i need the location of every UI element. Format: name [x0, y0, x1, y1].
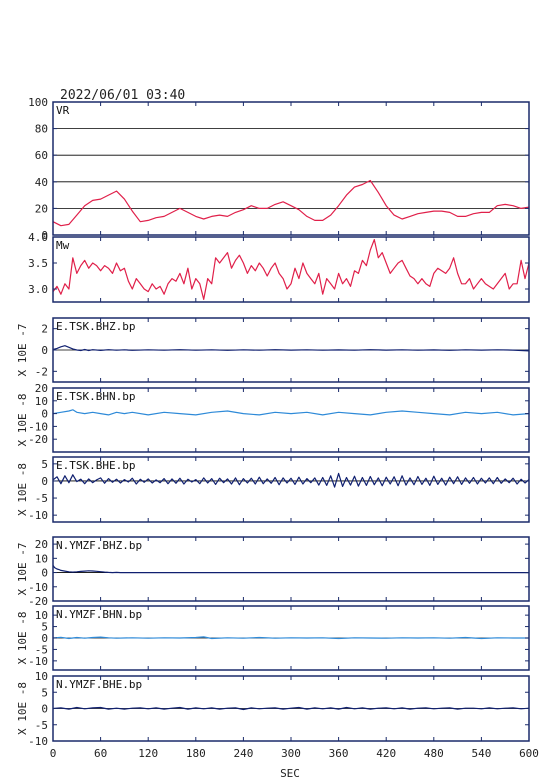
panel-label: N.YMZF.BHE.bp [56, 678, 142, 691]
x-tick-label: 480 [424, 747, 444, 760]
panel-n-ymzf-bhe: 10 5 0 -5 -10 N.YMZF.BHE.bp X 10E -8 [16, 670, 530, 748]
y-tick-label: 20 [35, 382, 48, 395]
figure-datetime: 2022/06/01 03:40 [60, 88, 185, 103]
y-tick-label: -10 [28, 655, 48, 668]
panel-vr: 100 80 60 40 20 0 VR [28, 96, 530, 242]
panel-e-tsk-bhz: 2 0 -2 E.TSK.BHZ.bp X 10E -7 [16, 317, 530, 383]
y-tick-label: 3.5 [28, 257, 48, 270]
y-tick-label: 10 [35, 670, 48, 683]
y-axis-label: X 10E -8 [16, 394, 29, 447]
panel-label: VR [56, 104, 70, 117]
series-line-mw [52, 239, 530, 300]
y-tick-label: -10 [28, 420, 48, 433]
series-line-vr [52, 179, 530, 227]
x-tick-label: 420 [376, 747, 396, 760]
y-tick-label: -10 [28, 509, 48, 522]
series-line-n-ymzf-bhn [52, 636, 529, 640]
y-tick-label: 0 [41, 475, 48, 488]
y-tick-label: 80 [35, 123, 48, 136]
y-tick-label: -20 [28, 595, 48, 608]
y-tick-label: -5 [35, 492, 48, 505]
x-tick-label: 120 [138, 747, 158, 760]
y-tick-label: 10 [35, 552, 48, 565]
y-axis-label: X 10E -8 [16, 682, 29, 735]
y-tick-label: 5 [41, 458, 48, 471]
y-tick-label: 2 [41, 323, 48, 336]
x-tick-label: 240 [233, 747, 253, 760]
y-axis-label: X 10E -8 [16, 463, 29, 516]
x-axis-label: SEC [280, 767, 300, 780]
y-tick-label: 0 [41, 229, 48, 242]
panel-e-tsk-bhe: 5 0 -5 -10 E.TSK.BHE.bp X 10E -8 [16, 456, 530, 523]
y-tick-label: 10 [35, 395, 48, 408]
x-tick-label: 180 [186, 747, 206, 760]
y-tick-label: 3.0 [28, 283, 48, 296]
series-line-n-ymzf-bhe [52, 706, 530, 711]
y-axis-label: X 10E -7 [16, 324, 29, 377]
panel-label: N.YMZF.BHN.bp [56, 608, 142, 621]
x-tick-label: 540 [471, 747, 491, 760]
y-tick-label: 40 [35, 176, 48, 189]
y-tick-label: 0 [41, 703, 48, 716]
x-tick-label: 60 [94, 747, 107, 760]
panel-label: E.TSK.BHN.bp [56, 390, 135, 403]
y-tick-label: 0 [41, 632, 48, 645]
series-line-e-tsk-bhz [52, 345, 530, 352]
series-line-e-tsk-bhn [52, 409, 530, 416]
y-tick-label: -2 [35, 365, 48, 378]
y-tick-label: 60 [35, 149, 48, 162]
y-tick-label: 10 [35, 609, 48, 622]
y-tick-label: -20 [28, 433, 48, 446]
y-tick-label: 0 [41, 344, 48, 357]
y-tick-label: -5 [35, 643, 48, 656]
x-tick-label: 300 [281, 747, 301, 760]
x-axis: 0 60 120 180 240 300 360 420 480 540 600 [50, 747, 539, 760]
panels-group: 100806040200VR4.03.53.0Mw20-2E.TSK.BHZ.b… [16, 96, 530, 748]
series-line-n-ymzf-bhz [52, 565, 529, 574]
y-tick-label: 0 [41, 408, 48, 421]
y-tick-label: 100 [28, 96, 48, 109]
y-axis-label: X 10E -7 [16, 543, 29, 596]
x-tick-label: 600 [519, 747, 539, 760]
panel-label: Mw [56, 239, 70, 252]
panel-label: E.TSK.BHZ.bp [56, 320, 135, 333]
y-tick-label: -5 [35, 719, 48, 732]
y-tick-label: 5 [41, 621, 48, 634]
y-tick-label: 5 [41, 686, 48, 699]
y-tick-label: -10 [28, 735, 48, 748]
panel-label: E.TSK.BHE.bp [56, 459, 135, 472]
y-tick-label: 20 [35, 538, 48, 551]
y-tick-label: 20 [35, 202, 48, 215]
x-tick-label: 0 [50, 747, 57, 760]
y-tick-label: -10 [28, 581, 48, 594]
series-line-e-tsk-bhe [52, 472, 530, 488]
panel-mw: 4.0 3.5 3.0 Mw [28, 231, 530, 303]
y-tick-label: 4.0 [28, 231, 48, 244]
x-tick-label: 360 [329, 747, 349, 760]
y-axis-label: X 10E -8 [16, 612, 29, 665]
panel-frame [52, 101, 530, 236]
panel-label: N.YMZF.BHZ.bp [56, 539, 142, 552]
y-tick-label: 0 [41, 567, 48, 580]
